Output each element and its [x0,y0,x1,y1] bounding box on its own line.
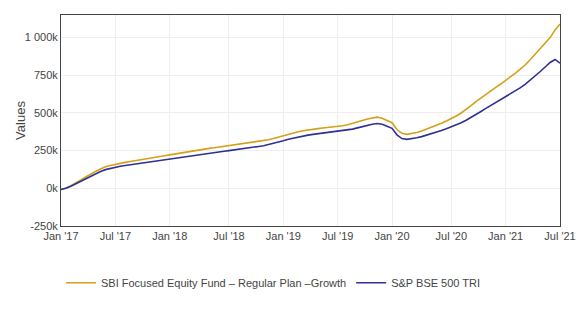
svg-text:1 000k: 1 000k [25,31,59,43]
svg-text:250k: 250k [34,144,58,156]
svg-text:Jan '19: Jan '19 [266,230,301,242]
svg-text:Jul '20: Jul '20 [436,230,467,242]
svg-text:Jan '18: Jan '18 [152,230,187,242]
svg-text:S&P BSE 500 TRI: S&P BSE 500 TRI [391,277,480,289]
svg-text:500k: 500k [34,107,58,119]
svg-text:Jul '21: Jul '21 [544,230,575,242]
svg-text:Jan '21: Jan '21 [488,230,523,242]
svg-text:Jan '20: Jan '20 [374,230,409,242]
svg-text:0k: 0k [46,182,58,194]
svg-text:Jan '17: Jan '17 [43,230,78,242]
svg-text:-250k: -250k [30,220,58,232]
svg-text:Values: Values [13,101,28,140]
svg-text:Jul '18: Jul '18 [213,230,244,242]
svg-text:750k: 750k [34,69,58,81]
svg-text:Jul '17: Jul '17 [100,230,131,242]
svg-text:SBI Focused Equity Fund – Regu: SBI Focused Equity Fund – Regular Plan –… [101,277,346,289]
svg-text:Jul '19: Jul '19 [322,230,353,242]
